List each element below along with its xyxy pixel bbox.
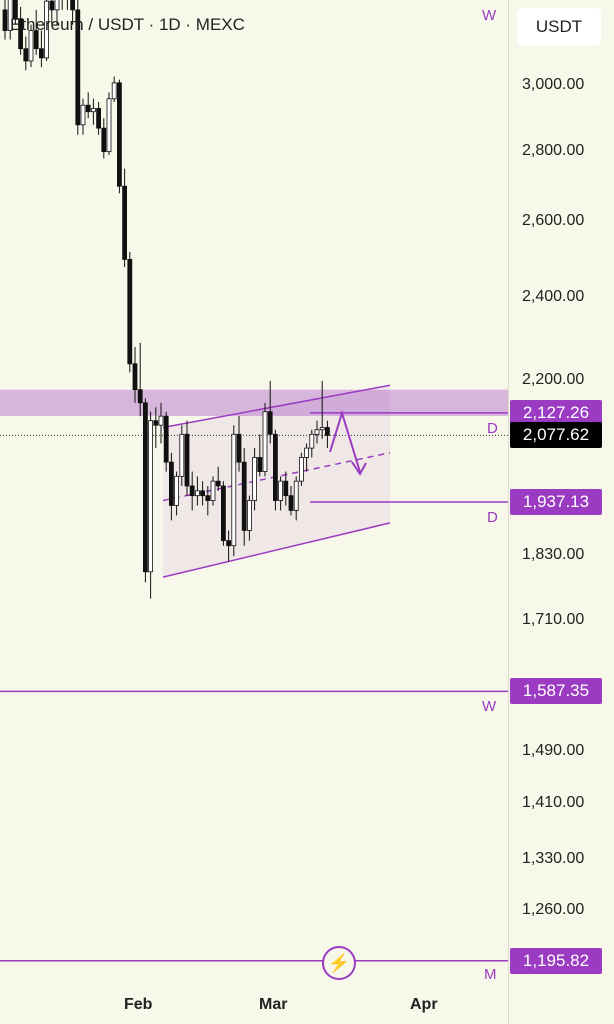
candle	[7, 0, 13, 31]
candle	[137, 389, 143, 404]
candle	[85, 104, 91, 113]
price-tick: 2,600.00	[522, 212, 585, 230]
candle	[54, 0, 60, 11]
candle	[96, 108, 101, 129]
arrow-head	[351, 461, 367, 476]
candle	[132, 363, 138, 391]
price-badge: 1,195.82	[510, 947, 602, 974]
candle	[44, 0, 49, 59]
price-tick: 1,330.00	[522, 849, 585, 867]
candle	[298, 457, 304, 482]
time-label: Mar	[259, 996, 288, 1013]
candle	[220, 485, 226, 542]
candle	[215, 480, 221, 487]
candle	[267, 411, 273, 435]
price-scale[interactable]	[508, 0, 614, 1024]
candle	[49, 0, 55, 11]
candle	[2, 9, 8, 31]
channel-upper	[162, 384, 391, 429]
candle	[309, 433, 315, 449]
time-label: Feb	[124, 996, 153, 1013]
candle	[304, 447, 310, 458]
candle	[200, 490, 206, 497]
candle	[278, 480, 284, 501]
candle	[252, 457, 258, 501]
candle	[262, 411, 268, 472]
price-badge: 2,127.26	[510, 399, 602, 426]
candle	[283, 480, 289, 497]
candle	[127, 258, 133, 365]
price-tick: 1,490.00	[522, 741, 585, 759]
candle	[257, 457, 263, 472]
candle	[288, 495, 294, 511]
time-label: Apr	[410, 996, 438, 1013]
price-tick: 1,260.00	[522, 900, 585, 918]
candle	[158, 415, 164, 426]
candle	[210, 480, 216, 501]
price-tick: 1,830.00	[522, 546, 585, 564]
candle	[272, 433, 278, 501]
currency-button[interactable]: USDT	[517, 8, 601, 46]
channel-lower	[162, 522, 391, 578]
candle	[39, 48, 44, 59]
candle	[12, 0, 18, 20]
candle	[18, 18, 24, 50]
candle	[168, 461, 174, 506]
candle	[111, 82, 117, 100]
level-label-w: W	[482, 698, 497, 715]
candle	[23, 48, 29, 62]
level-label-d: D	[487, 509, 498, 526]
price-badge: 1,587.35	[510, 678, 602, 705]
candle	[101, 127, 107, 153]
candle	[246, 500, 252, 531]
price-tick: 3,000.00	[522, 76, 585, 93]
candle	[106, 98, 112, 153]
candle	[122, 185, 127, 260]
candle	[189, 485, 195, 497]
candle	[70, 0, 75, 11]
candle	[236, 433, 242, 463]
candle	[179, 433, 185, 477]
projection-arrow	[329, 409, 361, 473]
price-chart[interactable]	[0, 0, 508, 1024]
candle	[153, 420, 159, 426]
candle	[231, 433, 237, 547]
candle	[163, 415, 169, 463]
candle	[241, 461, 247, 531]
level-label-w: W	[482, 7, 497, 24]
candle	[80, 104, 86, 126]
price-badge: 1,937.13	[510, 488, 602, 515]
price-tick: 1,410.00	[522, 794, 585, 812]
candle	[184, 433, 190, 487]
level-label-d: D	[487, 420, 498, 437]
candle	[117, 82, 122, 187]
candle	[324, 427, 330, 436]
price-tick: 2,400.00	[522, 288, 585, 306]
price-badge: 2,077.62	[510, 422, 602, 449]
candle	[319, 427, 325, 431]
symbol-title: Ethereum / USDT · 1D · MEXC	[10, 15, 245, 34]
candle	[226, 540, 232, 547]
price-tick: 2,200.00	[522, 370, 585, 388]
candle	[148, 420, 154, 573]
price-tick: 2,800.00	[522, 141, 585, 159]
candle	[142, 402, 148, 573]
candle	[28, 30, 34, 62]
candle	[194, 490, 200, 497]
candle	[75, 9, 81, 126]
candle	[314, 429, 320, 435]
resistance-zone	[0, 389, 508, 416]
candle	[91, 108, 96, 113]
candle	[293, 480, 299, 511]
candle	[205, 495, 211, 501]
price-tick: 1,710.00	[522, 610, 585, 628]
level-label-m: M	[484, 966, 497, 983]
candle	[33, 30, 39, 50]
candle	[174, 475, 180, 506]
lightning-icon[interactable]: ⚡	[322, 946, 356, 980]
